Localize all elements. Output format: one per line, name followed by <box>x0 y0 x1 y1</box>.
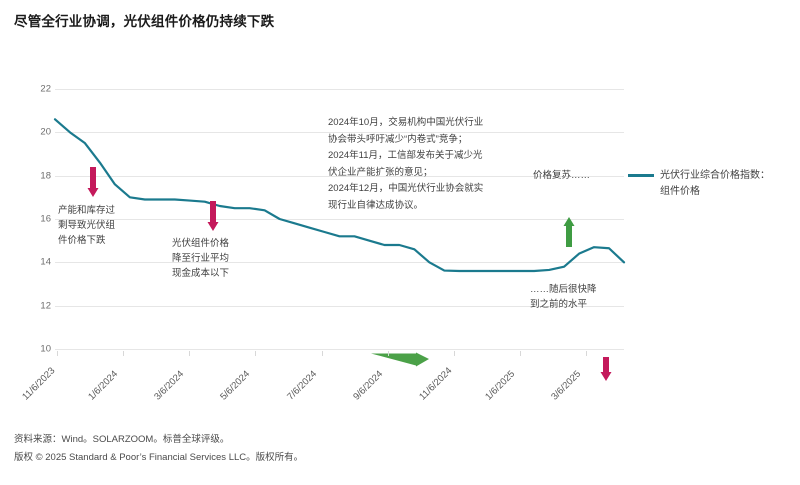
x-tick-mark <box>453 351 455 356</box>
y-axis: 22 20 18 16 14 12 10 <box>25 84 51 355</box>
legend: 光伏行业综合价格指数： 组件价格 <box>628 168 796 199</box>
page-title: 尽管全行业协调，光伏组件价格仍持续下跌 <box>14 14 275 29</box>
footer-copyright: 版权 © 2025 Standard & Poor’s Financial Se… <box>14 452 304 463</box>
x-tick-mark <box>57 351 58 356</box>
annotation-arrows-layer <box>87 167 612 381</box>
plot-area <box>53 89 626 381</box>
annotation-policy-measures: 2024年10月，交易机构中国光伏行业 协会带头呼吁减少“内卷式”竞争； 202… <box>328 117 484 211</box>
y-tick-label: 12 <box>40 300 51 312</box>
y-tick-label: 18 <box>40 170 51 182</box>
x-tick-label: 1/6/2025 <box>483 368 518 403</box>
x-tick-label: 1/6/2024 <box>86 368 121 403</box>
x-tick-label: 11/6/2024 <box>416 365 455 403</box>
annotation-price-recovery: 价格复苏…… <box>533 170 591 181</box>
y-tick-label: 14 <box>40 256 51 268</box>
gridline <box>55 262 624 264</box>
x-tick-label: 5/6/2024 <box>218 368 253 403</box>
x-tick-mark <box>123 351 125 356</box>
gridline <box>55 305 624 307</box>
legend-label-pv-module-price: 光伏行业综合价格指数： 组件价格 <box>660 170 770 197</box>
x-tick-mark <box>586 351 587 356</box>
gridline <box>55 89 624 90</box>
x-tick-label: 7/6/2024 <box>284 368 319 403</box>
x-tick-label: 3/6/2025 <box>549 368 584 403</box>
annotation-below-cash-cost: 光伏组件价格 降至行业平均 现金成本以下 <box>172 238 230 279</box>
x-tick-label: 3/6/2024 <box>152 368 187 403</box>
gridline <box>55 219 624 220</box>
footer: 资料来源：Wind。SOLARZOOM。标普全球评级。 版权 © 2025 St… <box>14 431 774 467</box>
footer-source: 资料来源：Wind。SOLARZOOM。标普全球评级。 <box>14 434 230 445</box>
y-tick-label: 20 <box>40 126 51 138</box>
y-tick-label: 22 <box>40 83 51 95</box>
annotation-supply-glut: 产能和库存过 剩导致光伏组 件价格下跌 <box>58 205 116 246</box>
x-tick-mark <box>255 351 257 356</box>
x-tick-mark <box>387 351 389 356</box>
series-line-pv-module-price <box>53 118 626 273</box>
x-tick-mark <box>189 351 191 356</box>
x-tick-label: 11/6/2023 <box>20 365 58 403</box>
x-axis: 11/6/2023 1/6/2024 3/6/2024 5/6/2024 7/6/202… <box>20 351 624 411</box>
gridline <box>55 175 624 177</box>
gridline <box>55 132 624 134</box>
x-tick-label: 9/6/2024 <box>350 368 385 403</box>
gridline <box>55 349 624 350</box>
annotation-fell-back: ……随后很快降 到之前的水平 <box>530 284 597 310</box>
y-tick-label: 16 <box>40 213 51 225</box>
y-tick-label: 10 <box>40 343 51 355</box>
legend-swatch-pv-module-price <box>628 174 654 177</box>
x-tick-mark <box>321 351 323 356</box>
x-tick-mark <box>519 351 521 356</box>
